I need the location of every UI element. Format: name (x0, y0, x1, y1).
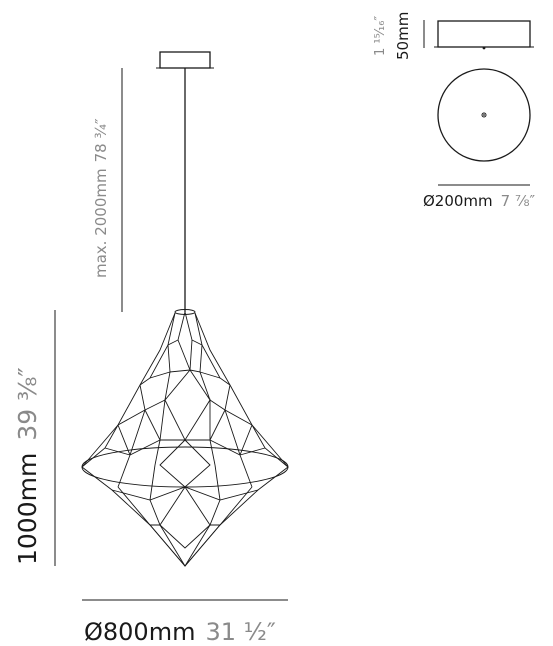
pendant-lamp-front-view (81, 51, 289, 567)
canopy-side-cable-point (482, 46, 486, 50)
canopy-top-view (437, 68, 531, 162)
canopy-diameter-metric: Ø200mm (423, 192, 493, 210)
canopy-top-outline (437, 68, 531, 162)
canopy-center-dot (483, 114, 485, 116)
height-metric: 1000mm (13, 453, 42, 565)
canopy-height-imperial-label: 1 ¹⁵⁄₁₆″ (373, 16, 388, 56)
width-imperial: 31 ½″ (205, 618, 275, 646)
dimension-lines (54, 20, 530, 601)
canopy-side-view (434, 20, 534, 50)
width-metric: Ø800mm (84, 618, 195, 646)
cable-length-label: max. 2000mm 78 ¾″ (92, 118, 110, 278)
cable-length-metric: max. 2000mm (92, 168, 110, 278)
canopy-height-imperial: 1 ¹⁵⁄₁₆″ (373, 16, 388, 56)
canopy-diameter-imperial: 7 ⅞″ (501, 192, 536, 210)
canopy-center-point (481, 112, 487, 118)
canopy-height-label: 50mm (394, 12, 412, 60)
diamond-wire-frame (81, 311, 289, 567)
top-ring (174, 309, 196, 315)
cable-length-imperial: 78 ¾″ (92, 118, 110, 162)
height-imperial: 39 ⅜″ (13, 367, 42, 440)
canopy-diameter-label: Ø200mm 7 ⅞″ (423, 192, 536, 210)
height-label: 1000mm 39 ⅜″ (13, 367, 42, 565)
canopy-side-outline (437, 20, 531, 48)
width-label: Ø800mm 31 ½″ (84, 618, 276, 646)
canopy-height-metric: 50mm (394, 12, 412, 60)
ceiling-canopy (159, 51, 211, 69)
